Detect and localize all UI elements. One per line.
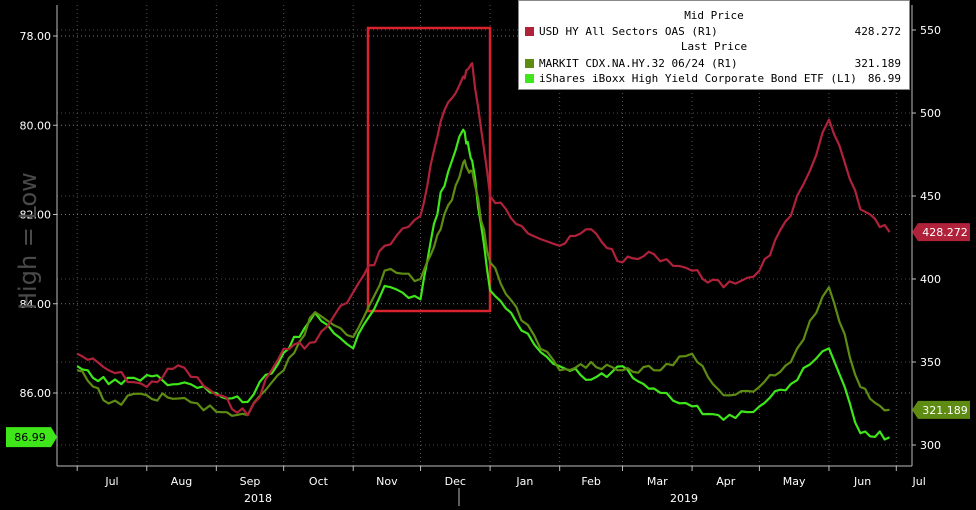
right-tick-label: 550 bbox=[920, 24, 941, 37]
x-axis: Jul Aug Sep Oct Nov Dec Jan Feb Mar Apr May Jun Jul 2… bbox=[57, 465, 926, 506]
last-value-tag-label: 321.189 bbox=[922, 404, 968, 417]
left-axis: 78.00 80.00 82.00 84.00 86.00 bbox=[20, 5, 58, 466]
legend-entry: MARKIT CDX.NA.HY.32 06/24 (R1) 321.189 bbox=[525, 56, 901, 70]
legend-entry: USD HY All Sectors OAS (R1) 428.272 bbox=[525, 24, 901, 38]
left-axis-label: High = Low bbox=[14, 172, 42, 310]
right-axis: 550 500 450 400 350 300 bbox=[911, 5, 941, 466]
x-tick-label: May bbox=[783, 475, 806, 488]
x-tick-label: Dec bbox=[445, 475, 466, 488]
last-value-tag-label: 86.99 bbox=[14, 431, 46, 444]
legend-entry-value: 321.189 bbox=[854, 56, 901, 70]
x-tick-label: Aug bbox=[171, 475, 192, 488]
legend-swatch bbox=[525, 26, 534, 36]
right-tick-label: 450 bbox=[920, 190, 941, 203]
left-tick-label: 84.00 bbox=[20, 298, 52, 311]
right-tick-label: 350 bbox=[920, 356, 941, 369]
x-tick-label: Apr bbox=[716, 475, 736, 488]
left-tick-label: 78.00 bbox=[20, 30, 52, 43]
legend-swatch bbox=[525, 58, 534, 68]
legend-entry-name: MARKIT CDX.NA.HY.32 06/24 (R1) bbox=[539, 56, 738, 70]
x-tick-label: Sep bbox=[240, 475, 261, 488]
series-line bbox=[76, 159, 890, 417]
x-tick-label: Jan bbox=[515, 475, 533, 488]
x-year-label: 2019 bbox=[670, 492, 698, 505]
x-tick-label: Nov bbox=[376, 475, 398, 488]
series-line bbox=[76, 62, 891, 417]
legend-entry-name: iShares iBoxx High Yield Corporate Bond … bbox=[539, 71, 857, 85]
left-tick-label: 80.00 bbox=[20, 119, 52, 132]
legend: Mid Price USD HY All Sectors OAS (R1) 42… bbox=[518, 0, 910, 90]
legend-entry-value: 428.272 bbox=[854, 24, 901, 38]
last-value-tag bbox=[912, 223, 970, 242]
last-value-tag bbox=[912, 400, 970, 419]
x-tick-label: Jul bbox=[912, 475, 926, 488]
x-tick-label: Mar bbox=[647, 475, 668, 488]
left-tick-label: 86.00 bbox=[20, 387, 52, 400]
highlight-box bbox=[366, 26, 492, 313]
right-tick-label: 500 bbox=[920, 107, 941, 120]
last-value-tags: 428.272 321.189 86.99 bbox=[6, 223, 970, 448]
x-tick-label: Feb bbox=[581, 475, 600, 488]
last-value-tag-label: 428.272 bbox=[922, 226, 968, 239]
legend-entry: iShares iBoxx High Yield Corporate Bond … bbox=[525, 71, 901, 85]
legend-header-mid: Mid Price bbox=[684, 9, 744, 22]
series-layer bbox=[76, 62, 891, 441]
x-tick-label: Oct bbox=[309, 475, 329, 488]
legend-entry-name: USD HY All Sectors OAS (R1) bbox=[539, 24, 718, 38]
legend-header-last: Last Price bbox=[680, 40, 748, 53]
right-tick-label: 300 bbox=[920, 439, 941, 452]
last-value-tag bbox=[6, 427, 57, 448]
legend-swatch bbox=[525, 73, 534, 83]
x-tick-label: Jun bbox=[853, 475, 871, 488]
right-tick-label: 400 bbox=[920, 273, 941, 286]
x-year-label: 2018 bbox=[244, 492, 272, 505]
x-tick-label: Jul bbox=[104, 475, 118, 488]
legend-entry-value: 86.99 bbox=[867, 71, 901, 85]
left-tick-label: 82.00 bbox=[20, 209, 52, 222]
